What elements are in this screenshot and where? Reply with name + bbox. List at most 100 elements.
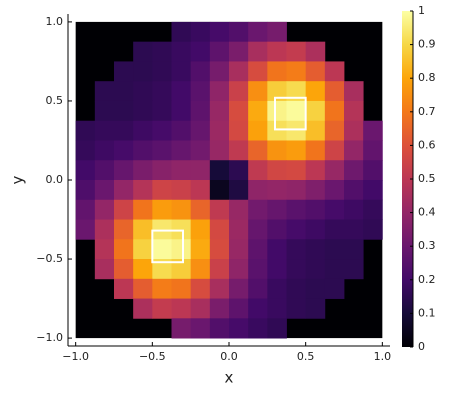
heatmap-cell [229,120,249,141]
heatmap-cell [344,100,364,122]
heatmap-cell [190,298,211,319]
heatmap-cell [267,140,287,161]
heatmap-cell [209,180,230,201]
heatmap-cell [209,61,230,82]
heatmap-cell [344,81,364,102]
heatmap-cell [75,180,96,201]
heatmap-cell [171,120,192,141]
heatmap-cell [209,298,230,319]
heatmap-cell [248,298,268,319]
heatmap-cell [248,100,268,122]
heatmap-cell [267,160,287,181]
heatmap-cell [305,120,326,141]
heatmap-cell [94,239,115,260]
heatmap-cell [248,278,268,299]
heatmap-cell [305,259,326,280]
heatmap-cell [171,298,192,319]
heatmap-cell [133,259,153,280]
heatmap-cell [363,180,383,201]
heatmap-cell [324,61,345,82]
colorbar-tick-label: 0 [418,340,425,353]
heatmap-cell [324,160,345,181]
heatmap-cell [248,61,268,82]
heatmap-cell [94,199,115,220]
heatmap-cell [344,140,364,161]
heatmap-cell [209,140,230,161]
heatmap-cell [286,160,307,181]
heatmap-cell [171,160,192,181]
heatmap-cell [267,180,287,201]
heatmap-cell [324,199,345,220]
heatmap-cell [190,239,211,260]
heatmap-cell [267,120,287,141]
heatmap-cell [305,180,326,201]
heatmap-cell [344,160,364,181]
heatmap-cell [248,259,268,280]
heatmap-cell [344,219,364,240]
heatmap-cell [229,81,249,102]
heatmap-cell [133,81,153,102]
y-tick-label: 1.0 [46,15,64,28]
heatmap-cell [248,318,268,339]
heatmap-cell [133,41,153,62]
heatmap-cell [209,21,230,43]
colorbar-tick-label: 1 [418,4,425,17]
heatmap-cell [94,81,115,102]
heatmap-cell [248,41,268,62]
heatmap-cell [267,81,287,102]
y-tick-label: 0.5 [46,94,64,107]
heatmap-cell [152,120,172,141]
heatmap-cell [286,120,307,141]
heatmap-cell [114,120,134,141]
heatmap-cell [209,41,230,62]
heatmap-cell [267,219,287,240]
heatmap-cell [305,278,326,299]
heatmap-cell [94,140,115,161]
heatmap-cell [305,100,326,122]
heatmap-cell [286,298,307,319]
heatmap-cell [133,100,153,122]
heatmap-cell [190,81,211,102]
heatmap-cell [229,219,249,240]
heatmap-cell [267,259,287,280]
heatmap-cell [344,199,364,220]
heatmap-cell [152,298,172,319]
heatmap-cell [114,278,134,299]
heatmap-cell [363,120,383,141]
heatmap-cell [152,100,172,122]
heatmap-cell [324,278,345,299]
heatmap-cell [229,61,249,82]
heatmap-cell [190,278,211,299]
heatmap-cell [229,41,249,62]
heatmap-cell [190,61,211,82]
heatmap-cell [286,259,307,280]
heatmap-cell [363,199,383,220]
x-axis-title: x [225,369,234,387]
heatmap-cell [286,140,307,161]
heatmap-cell [267,239,287,260]
heatmap-cell [133,180,153,201]
heatmap-cell [114,180,134,201]
heatmap-cell [324,239,345,260]
heatmap-cell [305,61,326,82]
heatmap-cell [209,160,230,181]
heatmap-cell [286,100,307,122]
heatmap-cell [152,239,172,260]
heatmap-cell [114,239,134,260]
heatmap-cell [114,160,134,181]
heatmap-cell [114,100,134,122]
colorbar-tick-label: 0.8 [418,71,436,84]
heatmap-cell [133,160,153,181]
colorbar-tick-label: 0.2 [418,273,436,286]
heatmap-cell [133,239,153,260]
heatmap-cell [267,298,287,319]
heatmap-cell [114,259,134,280]
heatmap-cell [190,120,211,141]
heatmap-cell [267,100,287,122]
heatmap-cell [305,298,326,319]
heatmap-cell [75,160,96,181]
heatmap-cell [229,318,249,339]
colorbar-tick-label: 0.7 [418,105,436,118]
heatmap-cell [229,259,249,280]
